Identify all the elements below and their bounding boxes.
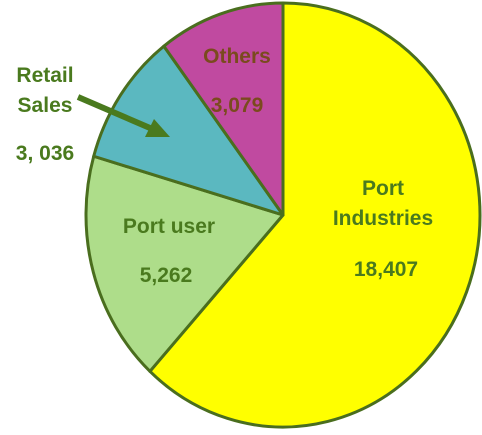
pie-slices: [84, 1, 482, 429]
pie-value-others: 3,079: [211, 94, 264, 117]
pie-label-port-industries-line-2: Industries: [333, 207, 433, 230]
pie-label-retail-sales-line-1: Retail: [16, 64, 73, 87]
pie-label-port-industries-line-1: Port: [362, 177, 404, 200]
pie-slice-port-industries: [148, 1, 482, 429]
pie-slice-port-user: [84, 154, 285, 373]
pie-slice-retail-sales: [92, 44, 285, 217]
pie-label-retail-sales-line-2: Sales: [18, 94, 73, 117]
pie-label-others-line-1: Others: [203, 45, 271, 68]
pie-callout-arrowhead-retail-sales: [145, 119, 170, 137]
pie-slice-others: [162, 1, 285, 217]
pie-value-port-industries: 18,407: [354, 258, 418, 281]
pie-value-retail-sales: 3, 036: [16, 142, 74, 165]
pie-labels: Port Industries 18,407 Port user 5,262 Retail…: [16, 45, 433, 287]
pie-label-port-user-line-1: Port user: [123, 215, 215, 238]
pie-callout-arrow-retail-sales: [76, 94, 152, 131]
pie-value-port-user: 5,262: [140, 264, 193, 287]
